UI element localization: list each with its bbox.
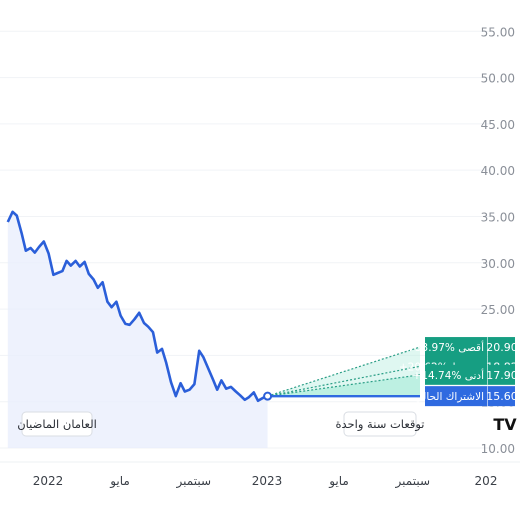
forecast-line-average <box>267 365 421 397</box>
forecast-period-label: توقعات سنة واحدة <box>335 411 425 437</box>
x-tick-label: 2023 <box>252 474 283 488</box>
forecast-label-divider <box>487 337 488 358</box>
x-tick-label: مايو <box>328 474 349 489</box>
forecast-label-current: الاشتراك الحالي 15.60 <box>414 386 518 407</box>
forecast-label-divider <box>487 386 488 407</box>
last-price-dot <box>263 391 273 401</box>
y-tick-label: 40.00 <box>481 164 515 178</box>
forecast-label-value: 20.90 <box>486 341 518 354</box>
price-line <box>6 210 269 403</box>
forecast-period-label-bg <box>343 411 417 437</box>
forecast-label-text: الاشتراك الحالي <box>414 391 484 403</box>
forecast-label-text: +33.97% أقصى <box>406 340 484 354</box>
x-tick-label: سبتمبر <box>176 474 211 489</box>
forecast-label-value: 15.60 <box>486 390 518 403</box>
forecast-label-high: +33.97% أقصى 20.90 <box>406 337 518 358</box>
past-period-label-bg <box>21 411 93 437</box>
past-period-label: العامان الماضيان <box>17 411 97 437</box>
y-tick-label: 55.00 <box>481 25 515 39</box>
y-tick-label: 25.00 <box>481 303 515 317</box>
past-period-label-text: العامان الماضيان <box>17 417 97 431</box>
x-tick-label: مايو <box>109 474 130 489</box>
y-tick-label: 45.00 <box>481 118 515 132</box>
y-tick-label: 35.00 <box>481 210 515 224</box>
y-tick-label: 50.00 <box>481 72 515 86</box>
x-tick-label: سبتمبر <box>395 474 430 489</box>
x-tick-label: 202 <box>475 474 498 488</box>
forecast-label-box <box>425 386 515 407</box>
forecast-period-label-text: توقعات سنة واحدة <box>335 417 424 432</box>
forecast-label-box <box>425 364 515 385</box>
forecast-label-low: +14.74% أدنى 17.90 <box>413 364 518 385</box>
forecast-label-box <box>425 337 515 358</box>
forecast-label-value: 17.90 <box>486 369 518 382</box>
forecast-line-low <box>267 374 421 397</box>
forecast-label-text: +14.74% أدنى <box>413 368 485 382</box>
history-area <box>7 211 268 448</box>
forecast-line-high <box>267 346 421 397</box>
forecast-label-divider <box>487 364 488 385</box>
y-tick-label: 30.00 <box>481 257 515 271</box>
x-tick-label: 2022 <box>33 474 64 488</box>
tradingview-logo: TV <box>493 415 517 434</box>
y-tick-label: 10.00 <box>481 442 515 456</box>
forecast-cone-low <box>267 374 420 397</box>
